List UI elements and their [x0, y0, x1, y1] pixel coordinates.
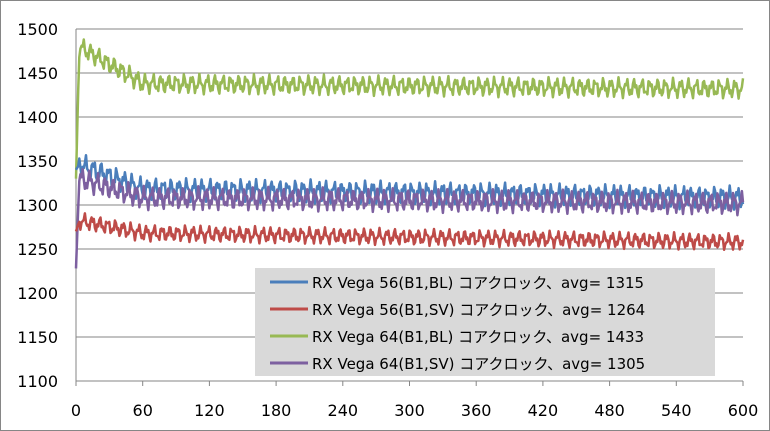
y-tick-label: 1250 [17, 240, 58, 259]
y-tick-label: 1300 [17, 196, 58, 215]
y-tick-label: 1400 [17, 108, 58, 127]
x-axis-ticks: 0 60 120 180 240 300 360 420 480 540 600 [71, 381, 758, 420]
series-line-3 [74, 168, 745, 269]
x-tick-label: 60 [133, 401, 153, 420]
x-tick-label: 420 [528, 401, 559, 420]
x-tick-label: 360 [461, 401, 492, 420]
x-tick-label: 240 [328, 401, 359, 420]
y-tick-label: 1500 [17, 20, 58, 39]
y-tick-label: 1150 [17, 328, 58, 347]
x-tick-label: 120 [194, 401, 225, 420]
y-tick-label: 1100 [17, 372, 58, 391]
grid-lines [75, 28, 743, 382]
series-line-1 [74, 212, 745, 252]
series-line-2 [74, 38, 745, 179]
legend-entry-label: RX Vega 56(B1,BL) コアクロック、avg= 1315 [312, 274, 644, 292]
x-tick-label: 0 [71, 401, 81, 420]
legend-entry-label: RX Vega 64(B1,SV) コアクロック、avg= 1305 [312, 355, 645, 373]
x-tick-label: 540 [661, 401, 692, 420]
y-tick-label: 1200 [17, 284, 58, 303]
series-lines [74, 38, 745, 269]
x-tick-label: 300 [394, 401, 425, 420]
y-axis-ticks: 1100 1150 1200 1250 1300 1350 1400 1450 1500 [17, 20, 58, 391]
legend-entry-label: RX Vega 64(B1,BL) コアクロック、avg= 1433 [312, 328, 644, 346]
legend-entry-label: RX Vega 56(B1,SV) コアクロック、avg= 1264 [312, 301, 645, 319]
legend-box [255, 268, 715, 376]
x-tick-label: 180 [261, 401, 292, 420]
y-tick-label: 1350 [17, 152, 58, 171]
y-tick-label: 1450 [17, 64, 58, 83]
x-tick-label: 600 [728, 401, 759, 420]
x-tick-label: 480 [594, 401, 625, 420]
legend: RX Vega 56(B1,BL) コアクロック、avg= 1315 RX Veg… [255, 268, 715, 376]
